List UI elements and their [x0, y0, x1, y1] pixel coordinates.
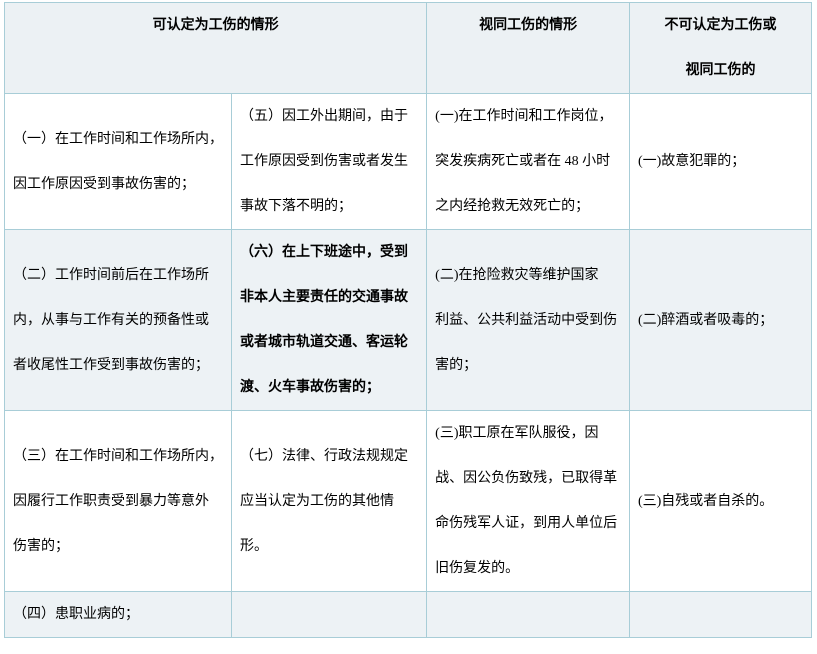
cell-category-b: （六）在上下班途中，受到非本人主要责任的交通事故或者城市轨道交通、客运轮渡、火车…: [232, 230, 427, 411]
cell-category-c: (二)在抢险救灾等维护国家利益、公共利益活动中受到伤害的；: [427, 230, 630, 411]
table-row: （三）在工作时间和工作场所内，因履行工作职责受到暴力等意外伤害的；（七）法律、行…: [5, 411, 812, 592]
cell-category-a: （三）在工作时间和工作场所内，因履行工作职责受到暴力等意外伤害的；: [5, 411, 232, 592]
header-col2: 视同工伤的情形: [427, 3, 630, 94]
cell-category-b: （五）因工外出期间，由于工作原因受到伤害或者发生事故下落不明的；: [232, 94, 427, 230]
table-header-row: 可认定为工伤的情形 视同工伤的情形 不可认定为工伤或 视同工伤的: [5, 3, 812, 94]
cell-category-a: （四）患职业病的；: [5, 592, 232, 638]
table-body: （一）在工作时间和工作场所内，因工作原因受到事故伤害的；（五）因工外出期间，由于…: [5, 94, 812, 638]
cell-category-c: (三)职工原在军队服役，因战、因公负伤致残，已取得革命伤残军人证，到用人单位后旧…: [427, 411, 630, 592]
injury-classification-table: 可认定为工伤的情形 视同工伤的情形 不可认定为工伤或 视同工伤的 （一）在工作时…: [4, 2, 812, 638]
cell-category-d: (一)故意犯罪的；: [629, 94, 811, 230]
cell-category-d: [629, 592, 811, 638]
cell-category-a: （一）在工作时间和工作场所内，因工作原因受到事故伤害的；: [5, 94, 232, 230]
cell-category-a: （二）工作时间前后在工作场所内，从事与工作有关的预备性或者收尾性工作受到事故伤害…: [5, 230, 232, 411]
cell-category-d: (三)自残或者自杀的。: [629, 411, 811, 592]
table-row: （一）在工作时间和工作场所内，因工作原因受到事故伤害的；（五）因工外出期间，由于…: [5, 94, 812, 230]
cell-category-c: [427, 592, 630, 638]
cell-category-b: [232, 592, 427, 638]
cell-category-d: (二)醉酒或者吸毒的；: [629, 230, 811, 411]
table-row: （二）工作时间前后在工作场所内，从事与工作有关的预备性或者收尾性工作受到事故伤害…: [5, 230, 812, 411]
header-col3: 不可认定为工伤或 视同工伤的: [629, 3, 811, 94]
table-row: （四）患职业病的；: [5, 592, 812, 638]
cell-category-b: （七）法律、行政法规规定应当认定为工伤的其他情形。: [232, 411, 427, 592]
header-col1: 可认定为工伤的情形: [5, 3, 427, 94]
cell-category-c: (一)在工作时间和工作岗位，突发疾病死亡或者在 48 小时之内经抢救无效死亡的；: [427, 94, 630, 230]
